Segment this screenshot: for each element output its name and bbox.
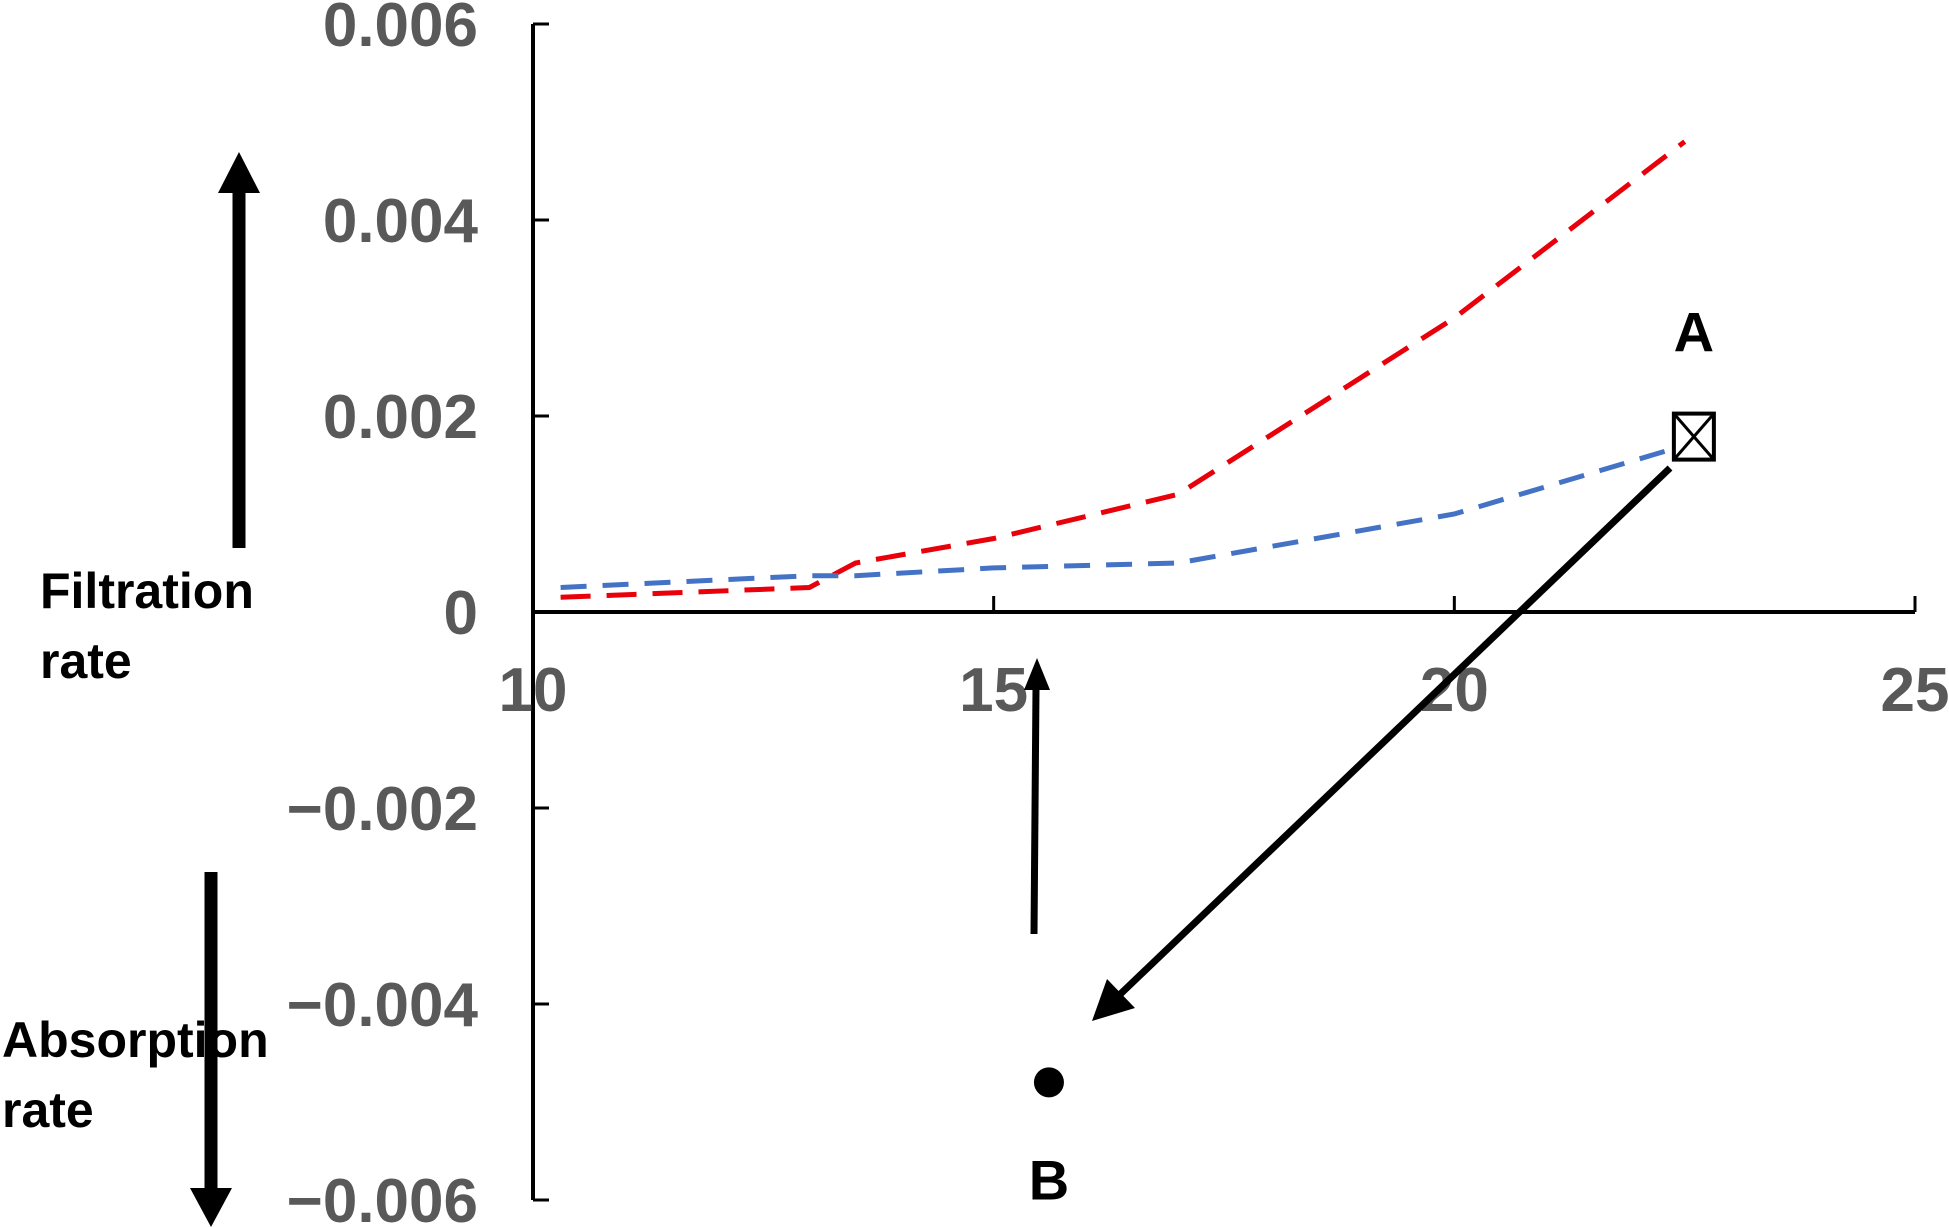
point-a-marker-cross	[1672, 412, 1716, 461]
absorption-label-line1: Absorption	[2, 1012, 269, 1068]
x-tick-label: 10	[499, 656, 568, 725]
a-to-b-arrow	[1107, 465, 1673, 1007]
x-tick-label: 20	[1420, 656, 1489, 725]
y-tick-label: 0.004	[323, 187, 479, 256]
upward-arrow	[1030, 687, 1040, 935]
y-tick-label: 0.002	[323, 383, 478, 452]
x-tick-label: 15	[959, 656, 1028, 725]
y-tick-label: −0.002	[287, 775, 478, 844]
y-tick-label: 0	[444, 579, 478, 648]
series-red-dashed-line	[560, 139, 1687, 600]
point-b-label: B	[1029, 1148, 1069, 1211]
a-to-b-arrow-head	[1092, 979, 1135, 1021]
y-tick-label: −0.004	[287, 971, 479, 1040]
y-tick-label: 0.006	[323, 0, 478, 60]
filtration-label-line1: Filtration	[40, 563, 254, 619]
absorption-label-line2: rate	[2, 1082, 94, 1138]
series-blue-dashed-line	[560, 443, 1686, 590]
filtration-label-line2: rate	[40, 633, 132, 689]
point-a-label: A	[1674, 301, 1714, 364]
filtration-arrow-head	[218, 152, 260, 193]
x-tick-label: 25	[1881, 656, 1949, 725]
upward-arrow-head	[1024, 658, 1050, 690]
y-tick-label: −0.006	[287, 1167, 478, 1227]
point-b-marker	[1033, 1067, 1064, 1098]
absorption-arrow-head	[190, 1188, 232, 1227]
